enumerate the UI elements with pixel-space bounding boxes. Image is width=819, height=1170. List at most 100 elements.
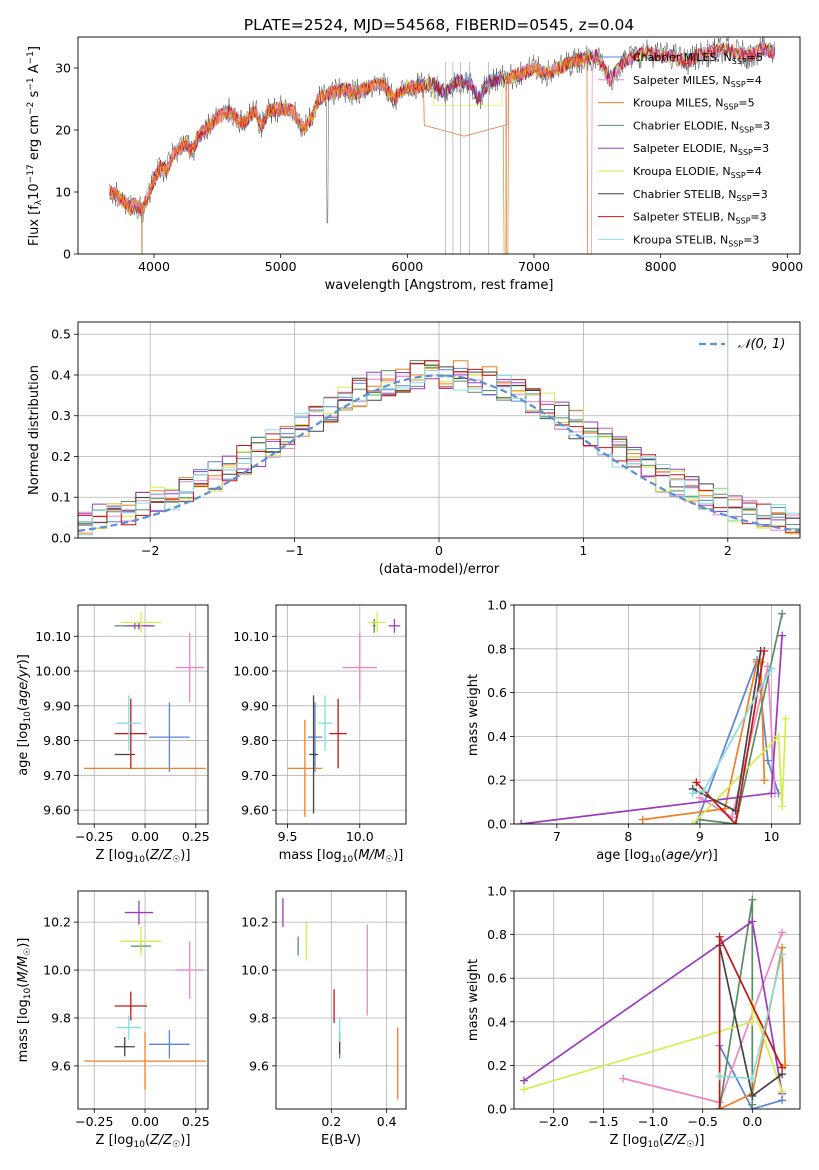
ylabel-part: −2	[26, 102, 36, 115]
errorbar-point	[388, 618, 401, 633]
errorbar-point	[124, 900, 154, 925]
x-tick-label: 10.0	[346, 829, 374, 844]
errorbar-point	[114, 1037, 135, 1057]
legend-text: Kroupa STELIB, N	[633, 233, 728, 246]
massweight-vs-age-frame	[513, 604, 801, 825]
legend-text: Kroupa ELODIE, N	[633, 165, 731, 178]
massweight-marker	[778, 609, 787, 618]
legend-suffix: =4	[746, 165, 762, 178]
x-tick-label: −1.0	[638, 1114, 668, 1129]
y-tick-label: 10.10	[35, 629, 71, 644]
y-tick-label: 9.6	[249, 1058, 269, 1073]
errorbar-point	[114, 991, 148, 1021]
massweight-marker	[688, 820, 697, 824]
errorbar-point	[317, 695, 333, 751]
y-tick-label: 10.2	[43, 915, 71, 930]
y-tick-label: 0.0	[487, 1102, 507, 1117]
massweight-vs-Z-xlabel: Z [log10(Z/Z☉)]	[610, 1133, 705, 1150]
age-vs-Z-plot	[84, 611, 206, 772]
massweight-marker	[638, 815, 647, 824]
x-tick-label: −2	[141, 543, 159, 558]
xlabel-part: 10	[647, 1140, 659, 1150]
ylabel-part: 10	[27, 183, 42, 200]
x-tick-label: 4000	[138, 259, 170, 274]
massweight-marker	[760, 646, 769, 655]
gaussian-legend-label: 𝒩(0, 1)	[738, 337, 785, 352]
y-tick-label: 9.60	[241, 803, 269, 818]
mass-vs-EBV-frame	[275, 890, 407, 1110]
y-tick-label: 0.4	[487, 1014, 507, 1029]
ylabel-part: (	[16, 706, 31, 711]
xlabel-part: M/M	[358, 848, 385, 863]
massweight-marker	[619, 1074, 628, 1083]
ylabel-part: )]	[16, 938, 31, 948]
y-tick-label: 30	[55, 61, 71, 76]
x-tick-label: 8	[624, 829, 632, 844]
y-tick-label: 9.90	[43, 698, 71, 713]
mass-vs-Z-plot	[84, 900, 206, 1090]
x-tick-label: −0.25	[75, 829, 113, 844]
errorbar-point	[124, 622, 154, 630]
residuals-ylabel: Normed distribution	[27, 365, 42, 495]
xlabel-part: age/yr	[666, 848, 709, 863]
massweight-vs-age-ylabel: mass weight	[466, 674, 481, 756]
y-tick-label: 9.90	[241, 698, 269, 713]
legend-label: Salpeter ELODIE, NSSP=3	[633, 142, 769, 157]
errorbar-point	[175, 941, 204, 999]
massweight-marker	[748, 1017, 757, 1026]
residuals-plot	[78, 360, 800, 538]
gaussian-curve	[78, 374, 800, 532]
massweight-marker	[715, 1105, 724, 1109]
massweight-vs-Z-frame	[513, 890, 801, 1110]
massweight-marker	[748, 895, 757, 904]
xlabel-part: )]	[180, 1133, 190, 1148]
xlabel-part: (	[353, 848, 358, 863]
y-tick-label: 10.10	[233, 629, 269, 644]
massweight-line	[692, 718, 787, 824]
y-tick-label: 10.00	[35, 664, 71, 679]
y-tick-label: 10	[55, 185, 71, 200]
legend-suffix: =3	[753, 142, 769, 155]
massweight-marker	[778, 1063, 787, 1072]
errorbar-point	[307, 702, 323, 772]
x-tick-label: 6000	[391, 259, 423, 274]
residuals-axes: −2 −1 0 1 2 0.0 0.1 0.2 0.3 0.4 0.5	[51, 322, 800, 558]
y-tick-label: 10.2	[241, 915, 269, 930]
y-tick-label: 0.0	[51, 531, 71, 546]
mass-vs-EBV-xlabel: E(B-V)	[321, 1133, 361, 1148]
massweight-marker	[778, 928, 787, 937]
mass-vs-Z-ylabel: mass [log10(M/M☉)]	[16, 938, 33, 1063]
x-tick-label: 1	[579, 543, 587, 558]
x-tick-label: −2.0	[539, 1114, 569, 1129]
legend-sub: SSP	[723, 103, 738, 112]
massweight-marker	[748, 917, 757, 926]
xlabel-part: (	[661, 848, 666, 863]
xlabel-part: Z [log	[610, 1133, 648, 1148]
legend-label: Kroupa ELODIE, NSSP=4	[633, 165, 762, 180]
ylabel-part: 10	[23, 711, 33, 723]
x-tick-label: −0.25	[75, 1114, 113, 1129]
y-tick-label: 0.3	[51, 408, 71, 423]
legend-suffix: =3	[750, 211, 766, 224]
ylabel-part: age [log	[16, 723, 31, 776]
ylabel-part: Normed distribution	[27, 365, 42, 495]
errorbar-point	[372, 618, 376, 633]
massweight-marker	[692, 778, 701, 787]
massweight-marker	[519, 1076, 528, 1085]
massweight-vs-Z-ylabel: mass weight	[466, 959, 481, 1041]
errorbar-point	[287, 719, 323, 818]
xlabel-part: mass [log	[279, 848, 342, 863]
ylabel-part: (	[16, 983, 31, 988]
age-vs-mass-frame	[275, 604, 407, 825]
errorbar-point	[120, 926, 162, 956]
ylabel-part: mass weight	[466, 674, 481, 756]
y-tick-label: 0.6	[487, 971, 507, 986]
xlabel-part: ☉	[172, 1140, 180, 1150]
age-vs-Z-axes: −0.25 0.00 0.25 9.60 9.70 9.80 9.90 10.00 10.10	[35, 605, 210, 844]
errorbar-point	[342, 632, 378, 703]
ylabel-part: −1	[26, 51, 36, 64]
x-tick-label: −0.5	[688, 1114, 718, 1129]
legend-suffix: =3	[743, 233, 759, 246]
residual-histogram	[78, 370, 800, 538]
x-tick-label: 0.25	[182, 829, 210, 844]
